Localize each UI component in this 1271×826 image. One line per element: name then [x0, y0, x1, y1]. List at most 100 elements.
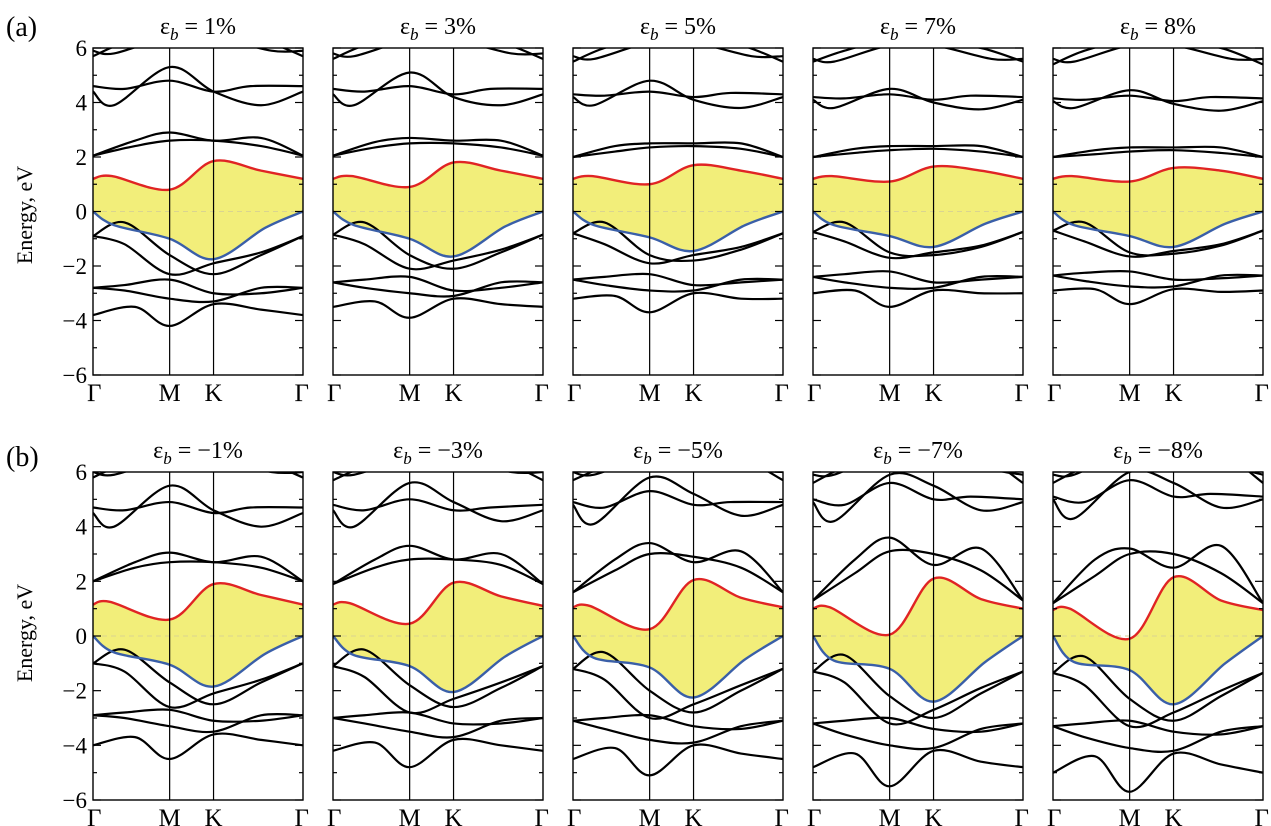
band-line — [813, 722, 1023, 751]
plot-area — [813, 48, 1023, 308]
x-tick-label: Γ — [1047, 805, 1061, 826]
band-line — [1053, 671, 1263, 729]
y-tick-label: 4 — [76, 515, 88, 540]
y-tick-label: 0 — [76, 624, 88, 649]
valence-band-edge — [813, 635, 1023, 703]
x-tick-label: Γ — [807, 805, 821, 826]
band-line — [93, 560, 303, 583]
panel-b5: Γ M K Γεb = −8% — [1047, 438, 1269, 826]
band-line — [573, 475, 783, 526]
title-subscript: b — [643, 449, 652, 468]
x-tick-label: K — [685, 380, 703, 407]
band-gap-fill — [573, 579, 783, 698]
row-label-a: (a) — [6, 12, 37, 43]
conduction-band-edge — [813, 576, 1023, 637]
x-tick-label: M — [1119, 805, 1141, 826]
x-tick-label: Γ — [535, 805, 549, 826]
band-line — [573, 144, 783, 159]
title-epsilon: ε — [640, 14, 650, 40]
x-tick-label: M — [399, 380, 421, 407]
panel-title: εb = 8% — [1120, 14, 1196, 44]
band-line — [93, 131, 303, 157]
panel-b2: Γ M K Γεb = −3% — [327, 438, 549, 826]
band-line — [1053, 220, 1263, 257]
y-tick-label: −6 — [63, 363, 87, 388]
x-tick-label: Γ — [775, 380, 789, 407]
band-line — [573, 713, 783, 731]
x-tick-label: Γ — [1015, 380, 1029, 407]
band-line — [573, 220, 783, 263]
title-subscript: b — [170, 25, 179, 44]
panel-title: εb = 3% — [400, 14, 476, 44]
valence-band-edge — [573, 210, 783, 253]
band-line — [333, 71, 543, 107]
title-epsilon: ε — [1120, 14, 1130, 40]
title-epsilon: ε — [880, 14, 890, 40]
x-tick-label: M — [639, 805, 661, 826]
panel-title: εb = −3% — [393, 438, 483, 468]
title-subscript: b — [403, 449, 412, 468]
band-line — [333, 481, 543, 529]
conduction-band-edge — [333, 160, 543, 189]
y-tick-label: 6 — [76, 460, 88, 485]
band-line — [573, 490, 783, 509]
band-gap-fill — [333, 581, 543, 693]
band-line — [813, 472, 1023, 478]
valence-band-edge — [1053, 210, 1263, 249]
x-tick-label: M — [159, 805, 181, 826]
panel-b1: −6 −4 −2 0 2 4 6 Γ M K Γεb = −1% — [63, 438, 309, 826]
band-line — [573, 141, 783, 159]
band-line — [573, 90, 783, 99]
band-line — [333, 297, 543, 319]
x-tick-label: M — [879, 805, 901, 826]
band-gap-fill — [1053, 576, 1263, 705]
title-value: = −5% — [652, 438, 723, 464]
band-line — [573, 667, 783, 720]
x-tick-label: Γ — [295, 805, 309, 826]
panel-title: εb = 1% — [160, 14, 236, 44]
band-line — [1053, 719, 1263, 736]
band-line — [573, 719, 783, 745]
x-tick-label: K — [925, 380, 943, 407]
band-gap-fill — [1053, 167, 1263, 248]
band-line — [333, 141, 543, 157]
y-tick-label: −2 — [63, 679, 87, 704]
band-line — [1053, 543, 1263, 604]
title-value: = −8% — [1132, 438, 1203, 464]
band-line — [813, 481, 1023, 507]
valence-band-edge — [333, 210, 543, 258]
conduction-band-edge — [1053, 574, 1263, 641]
band-line — [93, 484, 303, 529]
x-tick-label: K — [205, 380, 223, 407]
band-line — [93, 551, 303, 583]
band-line — [813, 548, 1023, 602]
x-tick-label: Γ — [535, 380, 549, 407]
band-line — [1053, 94, 1263, 103]
band-line — [1053, 273, 1263, 289]
x-tick-label: K — [445, 805, 463, 826]
band-line — [93, 302, 303, 328]
band-line — [813, 48, 1023, 63]
title-subscript: b — [650, 25, 659, 44]
x-tick-label: Γ — [295, 380, 309, 407]
band-line — [813, 144, 1023, 159]
plot-area — [1053, 472, 1263, 793]
panel-title: εb = 7% — [880, 14, 956, 44]
band-gap-fill — [813, 166, 1023, 248]
title-subscript: b — [410, 25, 419, 44]
band-line — [1053, 654, 1263, 722]
band-line — [333, 711, 543, 726]
band-line — [93, 138, 303, 157]
x-tick-label: Γ — [1047, 380, 1061, 407]
x-tick-label: K — [925, 805, 943, 826]
band-line — [1053, 149, 1263, 159]
y-tick-label: −4 — [63, 309, 88, 334]
x-tick-label: Γ — [327, 380, 341, 407]
band-line — [573, 291, 783, 314]
title-value: = 8% — [1139, 14, 1197, 40]
title-value: = 1% — [179, 14, 237, 40]
conduction-band-edge — [813, 164, 1023, 183]
band-line — [1053, 89, 1263, 112]
band-line — [93, 220, 303, 276]
band-line — [813, 653, 1023, 720]
